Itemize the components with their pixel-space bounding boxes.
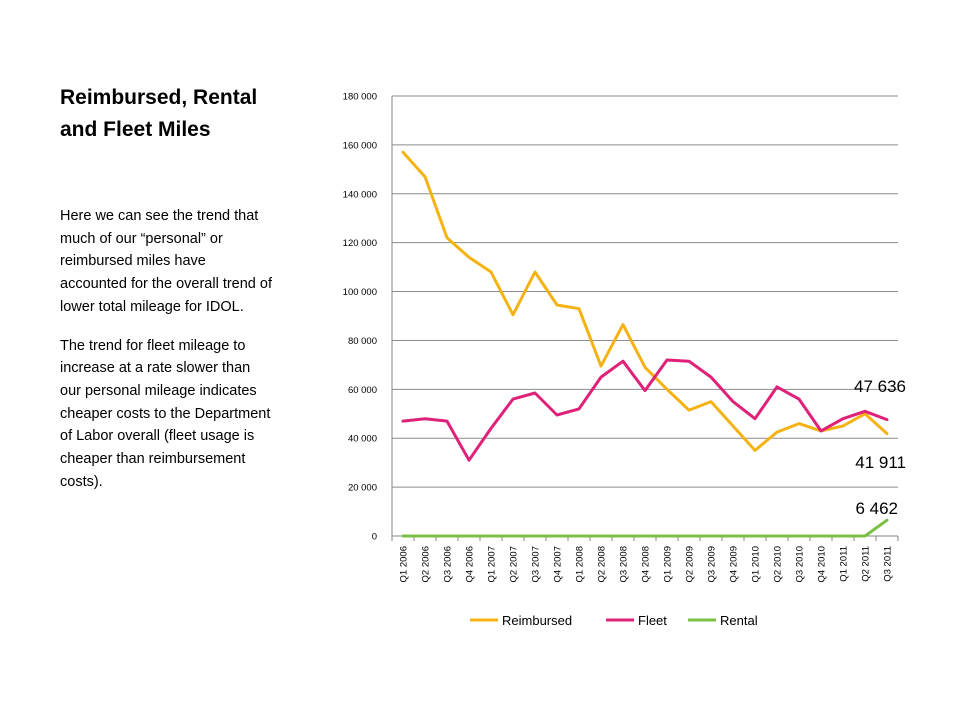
slide-body-text: Here we can see the trend that much of o…: [60, 205, 275, 509]
y-tick-label: 0: [372, 532, 377, 543]
x-tick-label: Q1 2011: [839, 546, 850, 582]
slide-title: Reimbursed, Rental and Fleet Miles: [60, 82, 300, 146]
legend-label-fleet: Fleet: [638, 613, 667, 628]
x-tick-label: Q3 2010: [795, 546, 806, 582]
legend-label-reimbursed: Reimbursed: [502, 613, 572, 628]
x-tick-label: Q1 2007: [487, 546, 498, 582]
x-tick-label: Q4 2006: [465, 546, 476, 582]
y-tick-label: 60 000: [348, 385, 377, 396]
series-line-fleet: [401, 358, 889, 462]
slide-title-line-2: and Fleet Miles: [60, 118, 211, 141]
x-tick-label: Q2 2008: [597, 546, 608, 582]
y-tick-label: 80 000: [348, 336, 377, 347]
x-tick-label: Q3 2009: [707, 546, 718, 582]
y-tick-label: 40 000: [348, 434, 377, 445]
body-paragraph-1: Here we can see the trend that much of o…: [60, 208, 272, 315]
y-tick-label: 140 000: [343, 189, 377, 200]
annotation-reimbursed: 41 911: [855, 453, 906, 472]
x-tick-label: Q1 2008: [575, 546, 586, 582]
slide-title-line-1: Reimbursed, Rental: [60, 86, 258, 109]
x-tick-label: Q2 2006: [421, 546, 432, 582]
x-tick-label: Q1 2006: [399, 546, 410, 582]
body-paragraph-2: The trend for fleet mileage to increase …: [60, 337, 271, 490]
x-tick-label: Q4 2007: [553, 546, 564, 582]
x-tick-label: Q3 2008: [619, 546, 630, 582]
x-tick-label: Q2 2011: [861, 546, 872, 582]
x-tick-label: Q3 2007: [531, 546, 542, 582]
x-tick-label: Q4 2008: [641, 546, 652, 582]
series-line-reimbursed: [401, 150, 889, 452]
x-tick-label: Q2 2009: [685, 546, 696, 582]
x-tick-label: Q4 2010: [817, 546, 828, 582]
y-tick-label: 100 000: [343, 287, 377, 298]
annotation-fleet: 47 636: [854, 377, 906, 396]
x-tick-label: Q2 2010: [773, 546, 784, 582]
x-tick-label: Q3 2006: [443, 546, 454, 582]
series-line-rental: [401, 518, 889, 538]
y-tick-label: 160 000: [343, 140, 377, 151]
legend-label-rental: Rental: [720, 613, 758, 628]
x-tick-label: Q3 2011: [883, 546, 894, 582]
y-tick-label: 120 000: [343, 238, 377, 249]
y-tick-label: 180 000: [343, 92, 377, 103]
y-tick-label: 20 000: [348, 483, 377, 494]
x-tick-label: Q4 2009: [729, 546, 740, 582]
x-tick-label: Q1 2009: [663, 546, 674, 582]
x-tick-label: Q1 2010: [751, 546, 762, 582]
annotation-rental: 6 462: [855, 499, 898, 518]
x-tick-label: Q2 2007: [509, 546, 520, 582]
